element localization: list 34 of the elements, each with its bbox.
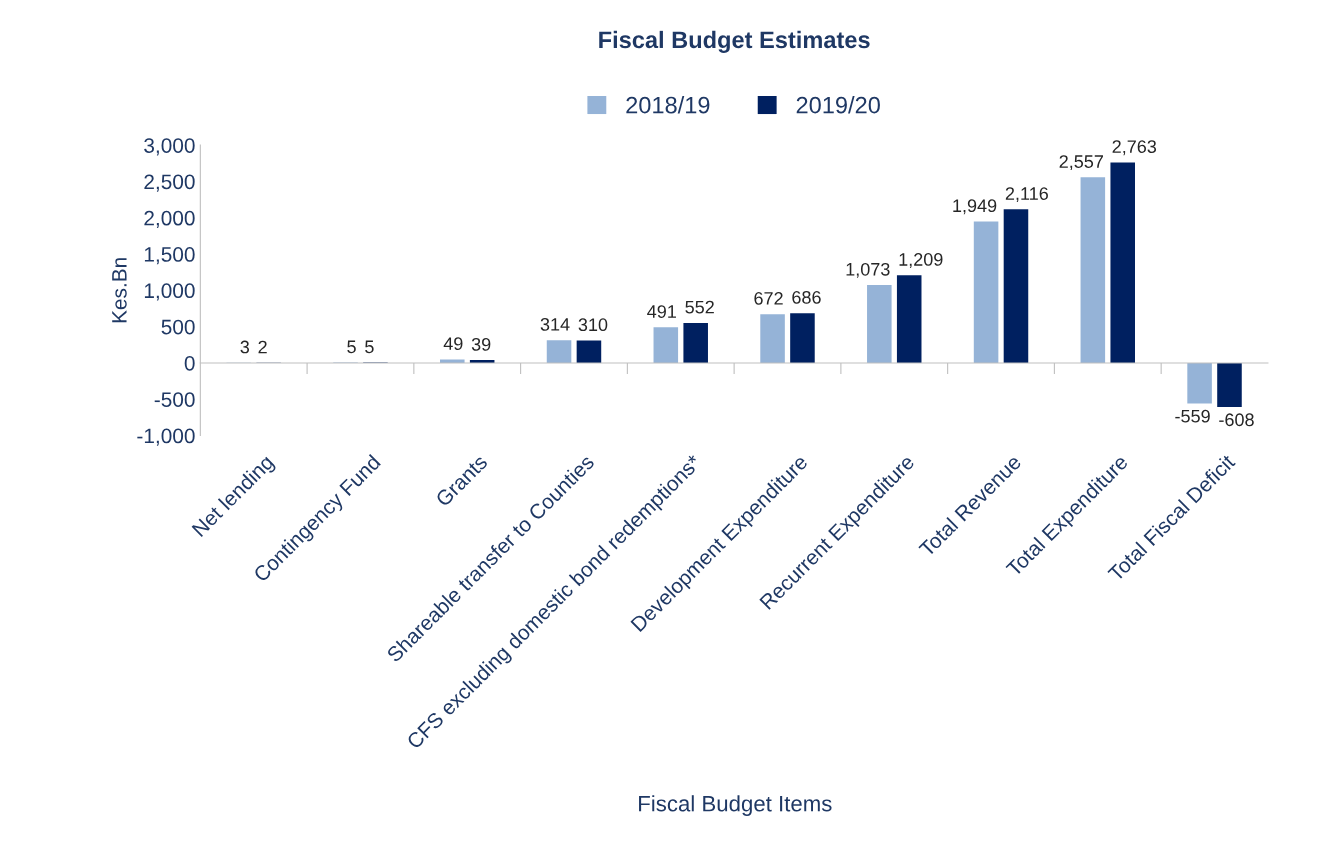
data-label: 1,949 <box>953 199 997 215</box>
x-axis-title: Fiscal Budget Items <box>639 795 832 816</box>
y-tick-label: -1,000 <box>137 428 195 446</box>
data-label: 49 <box>443 337 463 351</box>
y-tick-label: 500 <box>161 319 195 335</box>
data-label: 2,557 <box>1059 155 1103 171</box>
data-label: 3 <box>240 340 250 354</box>
data-label: 2,763 <box>1112 140 1157 156</box>
y-tick-label: 1,500 <box>144 247 195 265</box>
data-label: 2 <box>258 340 267 354</box>
data-label: 1,209 <box>899 253 943 268</box>
data-label: 1,073 <box>846 262 890 278</box>
legend-label: 2019/20 <box>796 96 880 114</box>
y-axis-title: Kes.Bn <box>112 258 127 323</box>
y-tick-label: 2,500 <box>144 174 195 192</box>
data-label: 2,116 <box>1005 187 1048 203</box>
y-tick-label: 3,000 <box>144 138 195 156</box>
data-label: 552 <box>685 300 714 314</box>
data-label: -608 <box>1219 413 1254 427</box>
y-tick-label: 0 <box>184 355 195 371</box>
data-label: 686 <box>792 290 821 304</box>
data-label: 314 <box>540 318 570 331</box>
y-tick-label: 2,000 <box>144 210 195 228</box>
data-label: 39 <box>471 337 491 351</box>
chart-title: Fiscal Budget Estimates <box>599 30 870 53</box>
y-tick-label: -500 <box>154 392 195 407</box>
data-label: 672 <box>754 292 783 305</box>
y-tick-label: 1,000 <box>144 283 195 301</box>
data-label: 5 <box>365 340 374 354</box>
data-label: 491 <box>647 305 676 318</box>
data-label: 310 <box>578 318 608 332</box>
data-label: 5 <box>347 340 356 354</box>
data-label: -559 <box>1175 409 1210 423</box>
legend-label: 2018/19 <box>626 96 710 114</box>
